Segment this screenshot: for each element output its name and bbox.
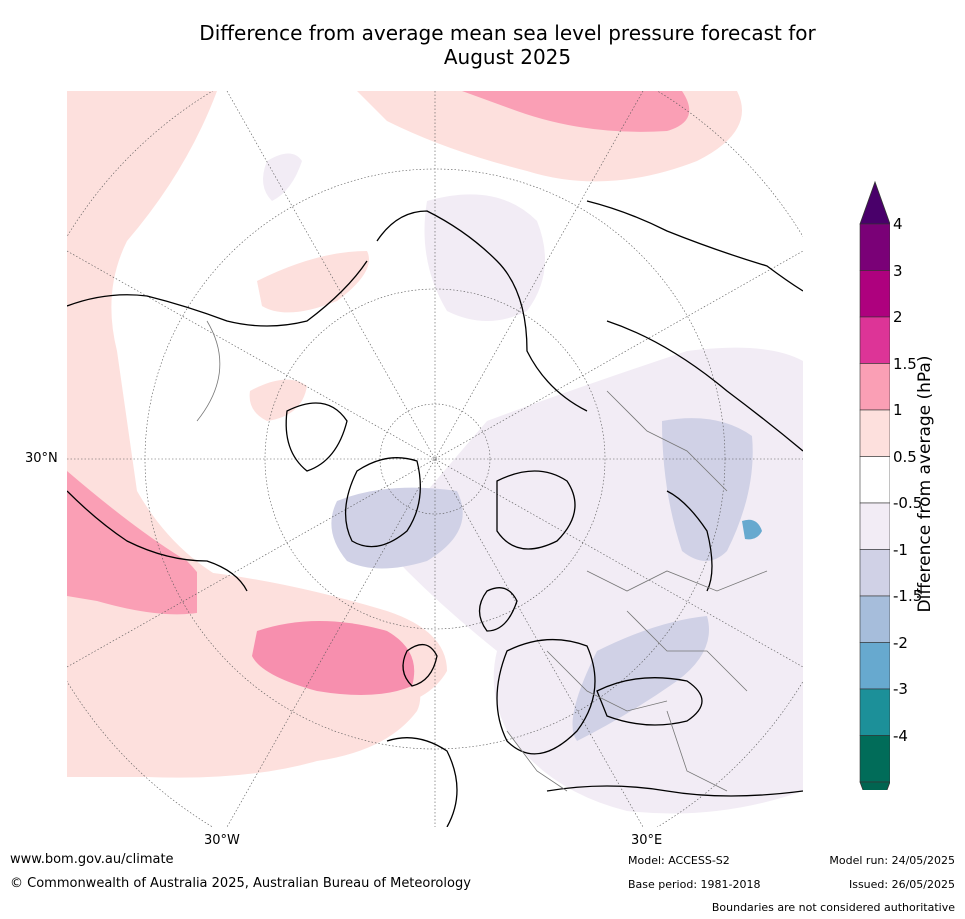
anomaly-greenland-negative (331, 487, 463, 569)
colorbar-tick-label: -3 (893, 680, 908, 698)
polar-map (67, 91, 803, 827)
latitude-label-30n: 30°N (25, 451, 58, 466)
colorbar-tick-label: 3 (893, 261, 903, 280)
chart-title: Difference from average mean sea level p… (0, 21, 965, 69)
graticule (67, 91, 803, 827)
longitude-label-30e: 30°E (631, 833, 663, 848)
footer-issued: Issued: 26/05/2025 (848, 878, 955, 891)
footer-copyright: © Commonwealth of Australia 2025, Austra… (10, 876, 471, 891)
colorbar-tick-label: -1.5 (893, 587, 923, 605)
colorbar-tick-label: -2 (893, 633, 908, 652)
anomaly-bering-negative (263, 153, 302, 201)
title-line-2: August 2025 (443, 45, 572, 69)
anomaly-arctic-negative (424, 194, 545, 321)
anomaly-baffin-light (249, 379, 307, 421)
footer-model: Model: ACCESS-S2 (628, 854, 730, 867)
colorbar-title: Difference from average (hPa) (915, 355, 935, 613)
colorbar-under-arrow (859, 781, 890, 790)
colorbar-tick-label: 0.5 (893, 447, 917, 466)
colorbar-swatch (859, 688, 890, 736)
colorbar-tick-label: 1.5 (893, 354, 917, 373)
colorbar-swatch (859, 595, 890, 643)
longitude-label-30w: 30°W (204, 833, 240, 848)
colorbar-swatches (859, 180, 890, 790)
anomaly-atlantic-strong (252, 621, 415, 695)
coastlines (67, 200, 803, 827)
colorbar-tick-label: -0.5 (893, 494, 923, 512)
colorbar-tick-label: -1 (893, 540, 908, 559)
anomaly-siberia-strong (742, 519, 762, 540)
colorbar-swatch (859, 270, 890, 318)
colorbar-swatch (859, 223, 890, 271)
footer-model-run: Model run: 24/05/2025 (829, 854, 955, 867)
colorbar-swatch (859, 409, 890, 457)
colorbar-tick-label: -4 (893, 726, 908, 745)
footer-website[interactable]: www.bom.gov.au/climate (10, 852, 174, 867)
colorbar-tick-label: 1 (893, 401, 903, 419)
anomaly-east-pacific-strong (67, 471, 210, 615)
colorbar-swatch (859, 549, 890, 597)
title-line-1: Difference from average mean sea level p… (199, 21, 816, 45)
colorbar-tick-label: 4 (893, 215, 903, 233)
colorbar-swatch (859, 456, 890, 504)
colorbar: 4 3 2 1.5 1 0.5 -0.5 -1 -1.5 -2 -3 -4 (850, 180, 965, 790)
anomaly-labrador-light (257, 251, 369, 313)
colorbar-swatch (859, 502, 890, 550)
anomaly-siberia-negative (662, 418, 753, 561)
colorbar-over-arrow (859, 180, 890, 225)
colorbar-swatch (859, 363, 890, 411)
political-boundaries (196, 320, 768, 792)
footer-disclaimer: Boundaries are not considered authoritat… (711, 901, 955, 914)
anomaly-north-pacific-strong (462, 91, 690, 132)
colorbar-swatch (859, 735, 890, 783)
colorbar-swatch (859, 642, 890, 690)
colorbar-swatch (859, 316, 890, 364)
footer-base-period: Base period: 1981-2018 (628, 878, 761, 891)
colorbar-tick-label: 2 (893, 308, 903, 326)
